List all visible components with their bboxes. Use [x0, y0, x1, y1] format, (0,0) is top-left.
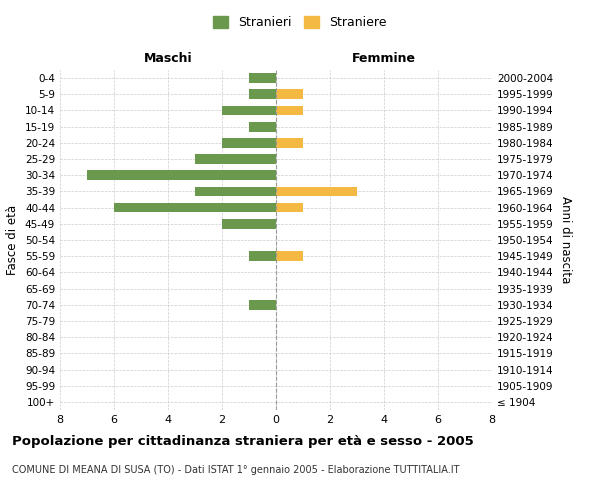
Bar — [195, 154, 276, 164]
Bar — [276, 90, 303, 99]
Bar — [114, 203, 276, 212]
Bar — [249, 252, 276, 261]
Y-axis label: Anni di nascita: Anni di nascita — [559, 196, 572, 284]
Bar — [195, 186, 276, 196]
Text: COMUNE DI MEANA DI SUSA (TO) - Dati ISTAT 1° gennaio 2005 - Elaborazione TUTTITA: COMUNE DI MEANA DI SUSA (TO) - Dati ISTA… — [12, 465, 460, 475]
Text: Popolazione per cittadinanza straniera per età e sesso - 2005: Popolazione per cittadinanza straniera p… — [12, 435, 474, 448]
Bar — [222, 138, 276, 147]
Bar — [276, 138, 303, 147]
Bar — [276, 106, 303, 116]
Bar — [276, 186, 357, 196]
Bar — [222, 106, 276, 116]
Y-axis label: Fasce di età: Fasce di età — [7, 205, 19, 275]
Bar — [222, 219, 276, 228]
Bar — [249, 73, 276, 83]
Text: Femmine: Femmine — [352, 52, 416, 65]
Legend: Stranieri, Straniere: Stranieri, Straniere — [208, 11, 392, 34]
Bar — [276, 203, 303, 212]
Text: Maschi: Maschi — [143, 52, 193, 65]
Bar — [276, 252, 303, 261]
Bar — [249, 122, 276, 132]
Bar — [87, 170, 276, 180]
Bar — [249, 90, 276, 99]
Bar — [249, 300, 276, 310]
